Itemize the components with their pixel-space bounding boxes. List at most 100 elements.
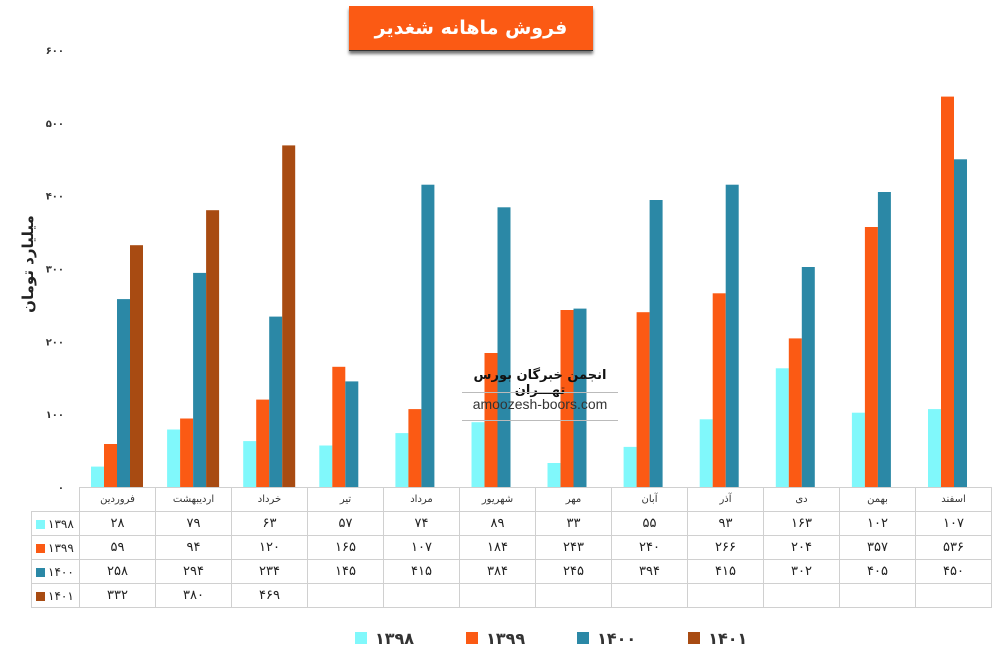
series-swatch: [36, 519, 45, 529]
bar-1400: [649, 200, 663, 487]
bar-1400: [193, 272, 207, 487]
y-tick-label: ۱۰۰: [46, 410, 64, 421]
table-cell: ۱۶۳: [763, 511, 840, 536]
table-cell: ۵۵: [611, 511, 688, 536]
bar-1398: [395, 433, 409, 487]
legend-label: ۱۳۹۹: [486, 628, 526, 648]
watermark-divider: [462, 420, 618, 421]
legend-item-1399: ۱۳۹۹: [466, 629, 525, 648]
table-cell: ۳۹۴: [611, 559, 688, 584]
table-cell: [535, 583, 612, 608]
bar-1399: [864, 227, 878, 487]
table-cell: [763, 583, 840, 608]
table-cell: ۵۳۶: [915, 535, 992, 560]
table-cell: ۶۳: [231, 511, 308, 536]
table-cell: ۹۳: [687, 511, 764, 536]
bar-1400: [345, 381, 359, 487]
table-cell: ۱۰۷: [383, 535, 460, 560]
y-tick-label: ۵۰۰: [46, 119, 64, 130]
bar-1400: [725, 184, 739, 487]
table-cell: ۲۵۸: [79, 559, 156, 584]
series-row-header: ۱۳۹۸: [31, 511, 80, 536]
series-swatch: [36, 567, 45, 577]
bar-1399: [408, 409, 422, 487]
table-corner: [31, 487, 80, 512]
table-cell: [915, 583, 992, 608]
table-cell: [459, 583, 536, 608]
table-cell: ۱۶۵: [307, 535, 384, 560]
bar-1399: [256, 399, 270, 487]
table-row: ۱۳۹۸ ۲۸ ۷۹ ۶۳ ۵۷ ۷۴ ۸۹ ۳۳ ۵۵ ۹۳ ۱۶۳ ۱۰۲ ۱۰۷: [31, 511, 992, 536]
table-cell: ۴۵۰: [915, 559, 992, 584]
category-label: تیر: [307, 487, 384, 512]
table-cell: ۷۴: [383, 511, 460, 536]
category-label: خرداد: [231, 487, 308, 512]
legend-item-1401: ۱۴۰۱: [688, 629, 747, 648]
bar-1398: [91, 466, 104, 487]
category-label: آبان: [611, 487, 688, 512]
bar-1398: [775, 368, 789, 487]
series-name: ۱۳۹۹: [48, 540, 74, 555]
watermark-title: انجمن خبرگان بورس تهـــران: [473, 368, 607, 398]
table-cell: ۴۱۵: [383, 559, 460, 584]
chart-legend: ۱۳۹۸ ۱۳۹۹ ۱۴۰۰ ۱۴۰۱: [355, 626, 799, 650]
table-cell: ۲۰۴: [763, 535, 840, 560]
bar-1399: [560, 310, 574, 487]
table-row: ۱۴۰۰ ۲۵۸ ۲۹۴ ۲۳۴ ۱۴۵ ۴۱۵ ۳۸۴ ۲۴۵ ۳۹۴ ۴۱۵ ۳۰۲ ۴۰۵ ۴۵۰: [31, 559, 992, 584]
table-cell: ۲۴۰: [611, 535, 688, 560]
table-cell: ۳۳۲: [79, 583, 156, 608]
legend-item-1398: ۱۳۹۸: [355, 629, 414, 648]
bar-1398: [699, 419, 713, 487]
bar-1399: [788, 338, 802, 487]
table-row: ۱۳۹۹ ۵۹ ۹۴ ۱۲۰ ۱۶۵ ۱۰۷ ۱۸۴ ۲۴۳ ۲۴۰ ۲۶۶ ۲۰۴ ۳۵۷ ۵۳۶: [31, 535, 992, 560]
watermark-url: amoozesh-boors.com: [472, 396, 608, 412]
category-label: اسفند: [915, 487, 992, 512]
table-cell: [611, 583, 688, 608]
bar-1398: [928, 409, 941, 487]
table-cell: ۴۰۵: [839, 559, 916, 584]
series-row-header: ۱۴۰۱: [31, 583, 80, 608]
table-cell: ۱۰۲: [839, 511, 916, 536]
y-tick-label: ۰: [58, 483, 64, 490]
category-label: دی: [763, 487, 840, 512]
bar-1399: [941, 96, 954, 487]
bar-1398: [547, 463, 561, 487]
table-cell: ۸۹: [459, 511, 536, 536]
table-cell: ۳۵۷: [839, 535, 916, 560]
bar-1399: [332, 366, 346, 487]
table-cell: [839, 583, 916, 608]
chart-title: فروش ماهانه شغدیر: [349, 6, 593, 51]
table-cell: [383, 583, 460, 608]
table-cell: ۷۹: [155, 511, 232, 536]
category-label: بهمن: [839, 487, 916, 512]
table-cell: ۱۸۴: [459, 535, 536, 560]
legend-swatch: [355, 632, 367, 644]
bar-1400: [954, 159, 967, 488]
bar-1398: [623, 446, 637, 487]
bar-1399: [180, 418, 194, 487]
bar-1398: [243, 441, 257, 487]
y-tick-label: ۲۰۰: [46, 337, 64, 348]
legend-swatch: [466, 632, 479, 644]
bar-1399: [104, 444, 117, 487]
series-swatch: [36, 591, 45, 601]
y-tick-label: ۶۰۰: [46, 46, 64, 57]
bar-1399: [712, 293, 726, 487]
bar-1398: [851, 412, 865, 487]
table-cell: ۱۲۰: [231, 535, 308, 560]
series-name: ۱۴۰۱: [48, 588, 74, 603]
bar-chart: ۰ ۱۰۰ ۲۰۰ ۳۰۰ ۴۰۰ ۵۰۰ ۶۰۰: [46, 46, 967, 490]
table-cell: ۲۶۶: [687, 535, 764, 560]
bar-1400: [269, 316, 283, 487]
category-label: مرداد: [383, 487, 460, 512]
table-cell: ۲۴۵: [535, 559, 612, 584]
y-tick-label: ۳۰۰: [46, 265, 64, 276]
table-cell: ۴۶۹: [231, 583, 308, 608]
legend-item-1400: ۱۴۰۰: [577, 629, 636, 648]
bar-1398: [319, 445, 333, 487]
watermark-divider: [462, 392, 618, 393]
category-label: آذر: [687, 487, 764, 512]
legend-swatch: [688, 632, 701, 644]
table-cell: ۲۴۳: [535, 535, 612, 560]
table-cell: ۴۱۵: [687, 559, 764, 584]
